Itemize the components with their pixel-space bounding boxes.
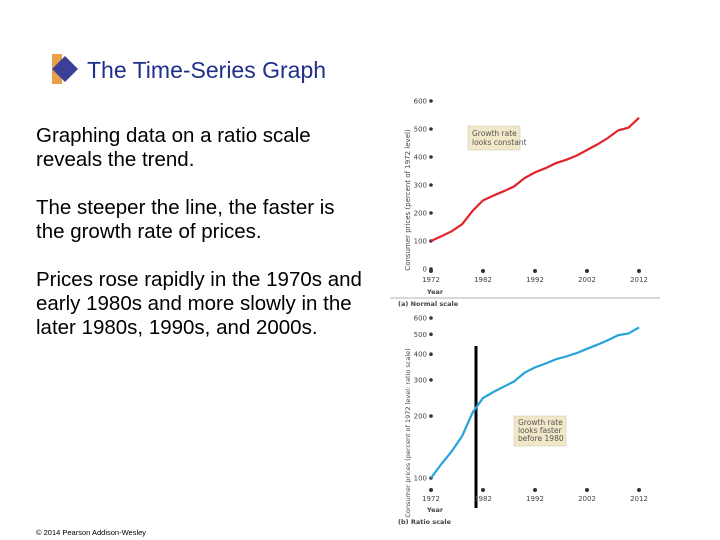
y-tick-mark (429, 414, 433, 418)
bullet-2: The steeper the line, the faster is the … (36, 196, 335, 243)
y-tick-label: 100 (414, 475, 427, 483)
x-tick-label: 2002 (578, 495, 596, 503)
x-tick-mark (585, 269, 589, 273)
y-tick-mark (429, 183, 433, 187)
y-axis-label-normal: Consumer prices (percent of 1972 level) (404, 129, 412, 271)
x-tick-mark (637, 488, 641, 492)
y-tick-mark (429, 211, 433, 215)
annotation-line-3-ratio: before 1980 (518, 434, 564, 443)
x-tick-label: 2012 (630, 276, 648, 284)
x-tick-label: 1992 (526, 495, 544, 503)
x-tick-mark (533, 269, 537, 273)
y-tick-mark (429, 155, 433, 159)
copyright-notice: © 2014 Pearson Addison-Wesley (36, 528, 147, 537)
y-tick-mark (429, 99, 433, 103)
x-tick-label: 1982 (474, 495, 492, 503)
x-tick-mark (481, 488, 485, 492)
y-tick-label: 200 (414, 413, 427, 421)
annotation-line-1-normal: Growth rate (472, 129, 517, 138)
y-tick-mark (429, 332, 433, 337)
y-tick-label: 500 (414, 331, 427, 339)
x-tick-label: 1992 (526, 276, 544, 284)
x-axis-label-normal: Year (426, 288, 444, 296)
annotation-box-ratio (513, 415, 567, 447)
slide-body: Graphing data on a ratio scale reveals t… (36, 124, 366, 364)
y-tick-mark (429, 352, 433, 357)
series-line-ratio-scale (430, 326, 640, 479)
y-tick-mark (429, 316, 433, 320)
x-tick-mark (533, 488, 537, 492)
y-tick-label: 300 (414, 376, 427, 384)
x-tick-mark (585, 488, 589, 492)
bullet-1: Graphing data on a ratio scale reveals t… (36, 124, 311, 171)
x-tick-label: 1982 (474, 276, 492, 284)
x-tick-mark (637, 269, 641, 273)
x-tick-label: 2012 (630, 495, 648, 503)
annotation-line-1-ratio: Growth rate (518, 418, 563, 427)
x-axis-label-ratio: Year (426, 506, 444, 514)
x-tick-label: 1972 (422, 495, 440, 503)
chart-panel-normal-scale: 0 100 200 300 400 500 600 1972 1982 1992 2002 2012… (398, 98, 648, 309)
y-tick-mark (429, 378, 433, 382)
x-tick-mark (481, 269, 485, 273)
y-tick-label: 300 (414, 182, 427, 190)
x-tick-label: 1972 (422, 276, 440, 284)
annotation-line-2-normal: looks constant (472, 138, 527, 147)
slide-title: The Time-Series Graph (87, 57, 327, 83)
y-tick-label: 600 (414, 315, 427, 323)
y-tick-label: 400 (414, 351, 427, 359)
panel-label-normal: (a) Normal scale (398, 300, 459, 308)
panel-label-ratio: (b) Ratio scale (398, 518, 452, 526)
annotation-line-2-ratio: looks faster (518, 426, 563, 435)
y-tick-label: 0 (423, 266, 427, 274)
y-tick-label: 500 (414, 126, 427, 134)
x-tick-mark (429, 488, 433, 492)
y-tick-label: 400 (414, 154, 427, 162)
y-axis-label-ratio: Consumer prices (percent of 1972 level: … (404, 348, 412, 517)
y-tick-label: 200 (414, 210, 427, 218)
time-series-figure: 0 100 200 300 400 500 600 1972 1982 1992 2002 2012… (390, 98, 660, 527)
annotation-box-normal (467, 125, 521, 151)
x-tick-label: 2002 (578, 276, 596, 284)
bullet-3: Prices rose rapidly in the 1970s and ear… (36, 268, 362, 339)
diamond-logo-icon (52, 54, 78, 84)
y-tick-mark (429, 127, 433, 131)
y-tick-label: 100 (414, 238, 427, 246)
y-tick-label: 600 (414, 98, 427, 106)
series-line-normal-scale (430, 116, 640, 242)
x-tick-mark (429, 269, 433, 273)
